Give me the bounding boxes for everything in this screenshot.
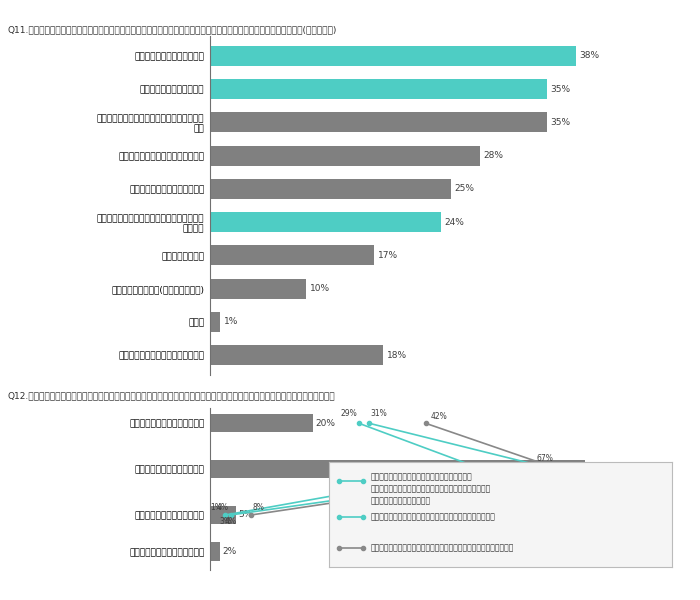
- Bar: [210, 414, 313, 433]
- Bar: [210, 542, 220, 561]
- Text: 38%: 38%: [580, 52, 600, 61]
- Bar: [210, 506, 236, 524]
- Bar: [210, 212, 441, 232]
- Text: 28%: 28%: [483, 151, 503, 160]
- Text: 68%: 68%: [561, 470, 578, 479]
- Bar: [210, 112, 547, 133]
- Text: Q11.地方銀行が専門支店の取り組みを強化する際に、どのような情報やサービスが提供されると嬉しいと思いますか？(複数回答可): Q11.地方銀行が専門支店の取り組みを強化する際に、どのような情報やサービスが提…: [7, 25, 337, 34]
- Text: 17%: 17%: [377, 251, 398, 260]
- Bar: [210, 46, 575, 66]
- Text: 「迅速かつ効率的なサービス」が嬉しいと回答した人の割合: 「迅速かつ効率的なサービス」が嬉しいと回答した人の割合: [370, 512, 495, 521]
- Text: 53%: 53%: [466, 472, 483, 481]
- Text: 1%: 1%: [210, 503, 222, 512]
- Text: 20%: 20%: [315, 419, 335, 428]
- Text: 「より専門的なアドバイスやサービス」が嬉しいと回答した人の割合: 「より専門的なアドバイスやサービス」が嬉しいと回答した人の割合: [370, 544, 514, 553]
- Text: 2%: 2%: [223, 547, 237, 556]
- Bar: [210, 345, 384, 365]
- Text: Q12.地方銀行が専門支店の取り組みを強化することで、あなたの銀行への満足度や信頼感にどのような影響を与えると思いますか？: Q12.地方銀行が専門支店の取り組みを強化することで、あなたの銀行への満足度や信…: [7, 391, 335, 400]
- Text: 8%: 8%: [253, 503, 265, 512]
- Text: 地方銀行が専門支店の取り組みを強化する際に、
「電話やオンラインでの面談も必要に応じて選択できる」
と嬉しいと回答した人の割合: 地方銀行が専門支店の取り組みを強化する際に、 「電話やオンラインでの面談も必要に…: [370, 473, 491, 505]
- Text: 35%: 35%: [551, 85, 570, 94]
- Text: 31%: 31%: [370, 409, 387, 418]
- Bar: [210, 245, 374, 265]
- Text: 10%: 10%: [310, 284, 330, 293]
- Bar: [210, 79, 547, 99]
- Text: 5%: 5%: [238, 511, 253, 520]
- Bar: [210, 312, 220, 332]
- Text: 25%: 25%: [454, 184, 475, 193]
- Text: 35%: 35%: [551, 118, 570, 127]
- Bar: [210, 278, 307, 299]
- Text: 42%: 42%: [430, 412, 447, 421]
- Bar: [210, 460, 584, 478]
- Text: 3%: 3%: [219, 517, 232, 526]
- Bar: [210, 146, 480, 166]
- Text: 4%: 4%: [217, 503, 229, 512]
- Text: 73%: 73%: [587, 464, 608, 473]
- Text: 29%: 29%: [341, 409, 357, 418]
- Text: 1%: 1%: [223, 317, 238, 326]
- Text: 67%: 67%: [536, 454, 553, 463]
- Text: 4%: 4%: [225, 517, 237, 526]
- Text: 24%: 24%: [445, 218, 465, 227]
- Text: 18%: 18%: [387, 350, 407, 359]
- Bar: [210, 179, 451, 199]
